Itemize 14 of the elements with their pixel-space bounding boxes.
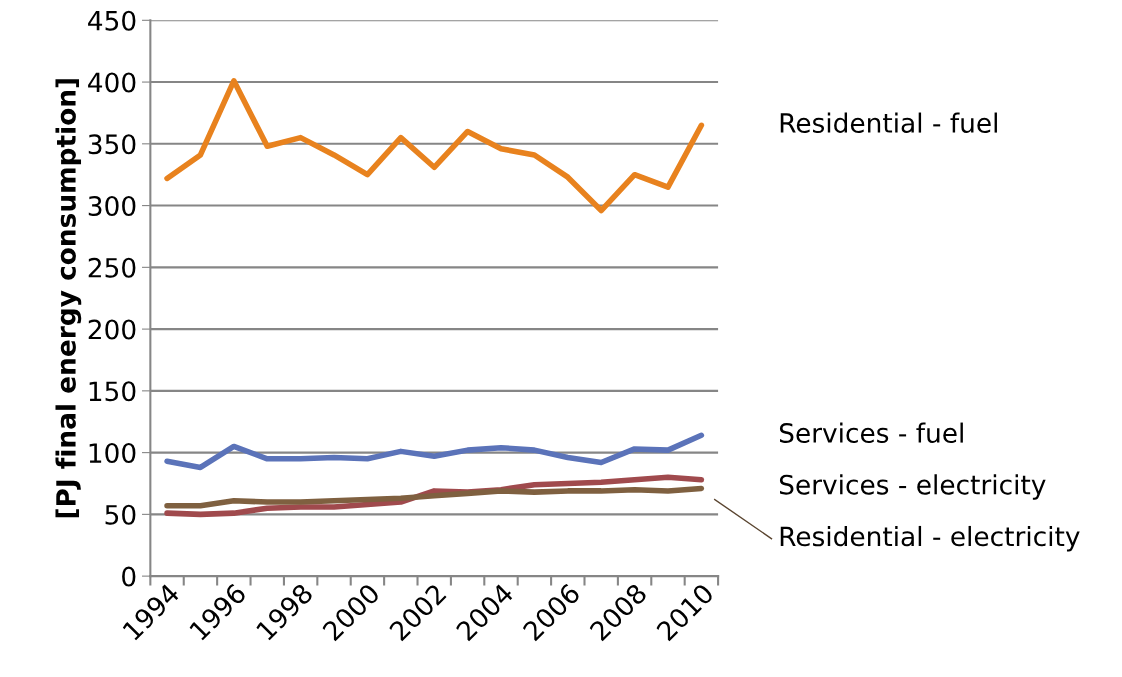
y-tick-label: 300 <box>88 196 136 216</box>
y-tick-label: 100 <box>89 443 136 464</box>
text: Services - fuel <box>779 422 963 443</box>
y-tick-label: 150 <box>89 381 136 402</box>
y-tick-label: 400 <box>88 72 136 93</box>
y-axis-title: [PJ final energy consumption] <box>55 79 82 518</box>
y-tick-label: 200 <box>88 319 136 340</box>
y-tick-label: 50 <box>105 504 136 525</box>
text: Residential - electricity <box>780 525 1080 552</box>
y-tick-label: 250 <box>88 257 136 278</box>
text: Residential - fuel <box>780 112 997 133</box>
y-tick-label: 450 <box>88 10 136 31</box>
y-tick-label: 350 <box>88 134 136 155</box>
text: Services - electricity <box>779 474 1046 500</box>
